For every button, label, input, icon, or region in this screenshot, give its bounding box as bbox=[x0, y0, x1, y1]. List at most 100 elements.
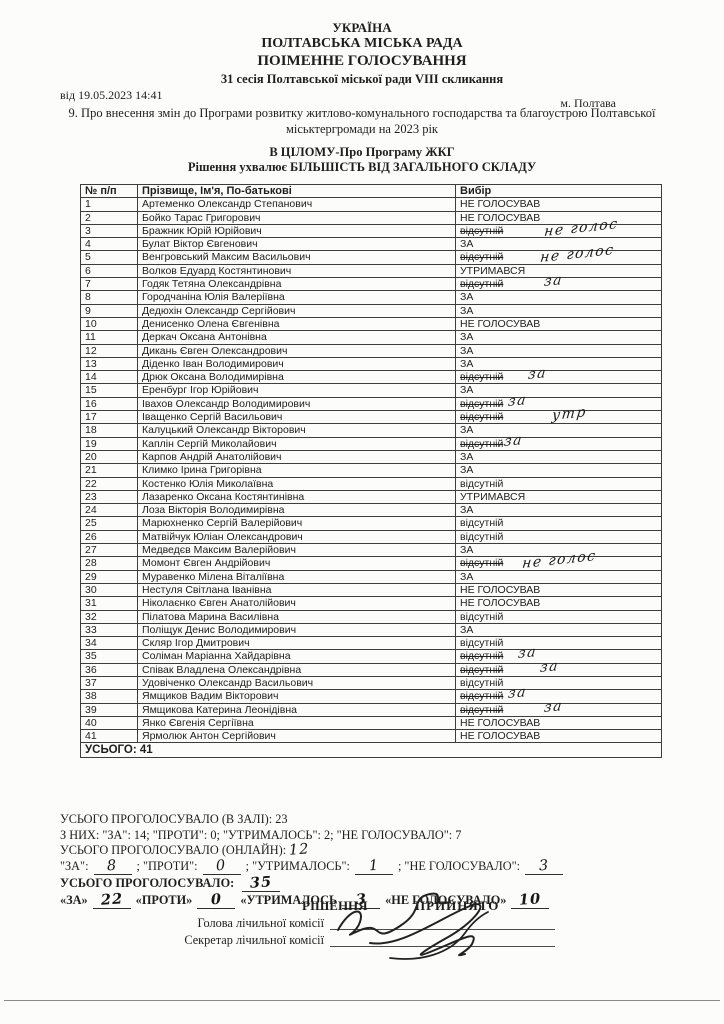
vote-value: відсутній bbox=[460, 663, 504, 676]
row-name: Пілатова Марина Василівна bbox=[137, 609, 456, 624]
table-row: 8 Городчаніна Юлія Валеріївна ЗА bbox=[80, 290, 662, 305]
row-name: Співак Владлена Олександрівна bbox=[137, 662, 456, 677]
row-name: Ніколаєнко Євген Анатолійович bbox=[137, 596, 456, 611]
row-name: Скляр Ігор Дмитрович bbox=[137, 636, 456, 651]
row-name: Івахов Олександр Володимирович bbox=[137, 396, 456, 412]
breakdown-label: «УТРИМАЛОСЬ bbox=[240, 892, 338, 907]
row-number: 35 bbox=[80, 649, 138, 664]
row-vote: НЕ ГОЛОСУВАВ bbox=[455, 596, 662, 611]
col-number-header: № п/п bbox=[80, 183, 138, 199]
decision-rule: Рішення ухвалює БІЛЬШІСТЬ ВІД ЗАГАЛЬНОГО… bbox=[187, 160, 537, 174]
vote-value: відсутній bbox=[460, 437, 504, 450]
grand-total-label: УСЬОГО ПРОГОЛОСУВАЛО: bbox=[60, 875, 235, 890]
table-row: 30 Нестуля Світлана Іванівна НЕ ГОЛОСУВАВ bbox=[80, 582, 662, 598]
row-number: 37 bbox=[80, 675, 138, 691]
table-row: 23 Лазаренко Оксана Костянтинівна УТРИМАВС… bbox=[80, 489, 662, 505]
table-row: 31 Ніколаєнко Євген Анатолійович НЕ ГОЛОСУ… bbox=[80, 596, 662, 611]
breakdown-label: «НЕ ГОЛОСУВАЛО» bbox=[385, 892, 507, 907]
row-number: 15 bbox=[80, 383, 138, 398]
row-number: 34 bbox=[80, 636, 138, 651]
vote-value: ЗА bbox=[460, 384, 474, 397]
row-vote: ЗА bbox=[455, 343, 662, 358]
vote-value: відсутній bbox=[460, 517, 504, 530]
signature-scribble bbox=[337, 892, 489, 960]
table-row: 14 Дрюк Оксана Володимирівна відсутній за bbox=[80, 365, 662, 385]
secretary-signature-label: Секретар лічильної комісії bbox=[184, 933, 324, 947]
breakdown-underline: 22 bbox=[92, 889, 131, 909]
handwritten-count: 0 bbox=[210, 890, 223, 908]
row-name: Еренбург Ігор Юрійович bbox=[137, 383, 456, 398]
row-vote: ЗА bbox=[455, 383, 662, 398]
row-number: 7 bbox=[80, 277, 138, 292]
table-row: 37 Удовіченко Олександр Васильович відсутн… bbox=[80, 675, 662, 691]
row-number: 26 bbox=[80, 529, 138, 545]
row-vote: відсутній за bbox=[455, 697, 662, 717]
vote-value: відсутній bbox=[460, 610, 504, 623]
handwritten-count: 22 bbox=[99, 889, 124, 909]
row-vote: відсутній не голос bbox=[455, 242, 662, 267]
total-hall-breakdown-line: З НИХ: "ЗА": 14; "ПРОТИ": 0; "УТРИМАЛОСЬ… bbox=[60, 827, 462, 842]
row-number: 2 bbox=[80, 210, 138, 225]
vote-value: ЗА bbox=[460, 357, 474, 370]
vote-value: ЗА bbox=[460, 331, 474, 344]
table-row: 32 Пілатова Марина Василівна відсутній bbox=[80, 609, 662, 624]
vote-value: НЕ ГОЛОСУВАВ bbox=[460, 730, 541, 743]
row-number: 21 bbox=[80, 463, 138, 478]
row-vote: НЕ ГОЛОСУВАВ bbox=[455, 316, 662, 332]
handwritten-grand-total: 35 bbox=[249, 873, 273, 892]
table-row: 7 Годяк Тетяна Олександрівна відсутній за bbox=[80, 272, 662, 292]
head-signature-row: Голова лічильної комісії bbox=[0, 916, 724, 933]
decision-status: ПРИЙНЯТО bbox=[415, 898, 500, 913]
vote-value: відсутній bbox=[460, 703, 504, 716]
council-title: ПОЛТАВСЬКА МІСЬКА РАДА bbox=[261, 36, 463, 51]
row-name: Матвійчук Юліан Олександрович bbox=[137, 529, 456, 545]
vote-value: УТРИМАВСЯ bbox=[460, 490, 526, 503]
row-number: 3 bbox=[80, 223, 138, 239]
row-number: 30 bbox=[80, 582, 138, 598]
row-number: 13 bbox=[80, 356, 138, 372]
row-number: 23 bbox=[80, 489, 138, 505]
breakdown-underline: 1 bbox=[354, 857, 393, 876]
grand-breakdown-line: «ЗА» 22 «ПРОТИ» 0 «УТРИМАЛОСЬ 3 «НЕ ГОЛОСУВАЛО… bbox=[60, 889, 680, 909]
country-title: УКРАЇНА bbox=[332, 20, 392, 35]
row-vote: відсутній за bbox=[455, 365, 662, 385]
row-vote: відсутній bbox=[455, 476, 662, 491]
row-vote: відсутній за bbox=[455, 432, 662, 451]
table-row: 35 Соліман Маріанна Хайдарівна відсутній за bbox=[80, 644, 662, 664]
table-row: 2 Бойко Тарас Григорович НЕ ГОЛОСУВАВ bbox=[80, 210, 662, 225]
row-vote: відсутній bbox=[455, 516, 662, 531]
handwritten-correction: за bbox=[507, 684, 528, 703]
row-number: 27 bbox=[80, 543, 138, 558]
vote-value: НЕ ГОЛОСУВАВ bbox=[460, 198, 541, 211]
handwritten-count: 8 bbox=[106, 857, 119, 875]
row-vote: відсутній за bbox=[455, 658, 662, 677]
vote-value: ЗА bbox=[460, 238, 474, 251]
col-name-header: Прізвище, Ім'я, По-батькові bbox=[137, 183, 456, 199]
row-number: 4 bbox=[80, 237, 138, 252]
row-vote: ЗА bbox=[455, 503, 662, 518]
breakdown-underline: 0 bbox=[202, 858, 241, 876]
row-vote: ЗА bbox=[455, 330, 662, 345]
row-number: 14 bbox=[80, 370, 138, 385]
row-vote: НЕ ГОЛОСУВАВ bbox=[455, 715, 662, 731]
handwritten-online-total: 12 bbox=[288, 841, 311, 860]
row-name: Муравенко Мілена Віталіївна bbox=[137, 569, 456, 584]
table-row: 13 Діденко Іван Володимирович ЗА bbox=[80, 356, 662, 372]
row-name: Карпов Андрій Анатолійович bbox=[137, 449, 456, 465]
row-vote: УТРИМАВСЯ bbox=[455, 489, 662, 505]
handwritten-count: 1 bbox=[368, 857, 380, 875]
table-row: 12 Дикань Євген Олександрович ЗА bbox=[80, 343, 662, 358]
table-total-label: УСЬОГО: 41 bbox=[80, 742, 662, 759]
handwritten-correction: утр bbox=[551, 404, 588, 425]
row-name: Момонт Євген Андрійович bbox=[137, 556, 456, 571]
table-row: 36 Співак Владлена Олександрівна відсутній… bbox=[80, 658, 662, 677]
scan-edge-line bbox=[4, 1000, 720, 1001]
row-number: 39 bbox=[80, 702, 138, 717]
row-name: Ярмолюк Антон Сергійович bbox=[137, 729, 456, 744]
row-number: 11 bbox=[80, 330, 138, 345]
row-vote: ЗА bbox=[455, 622, 662, 638]
vote-value: НЕ ГОЛОСУВАВ bbox=[460, 317, 541, 330]
row-vote: ЗА bbox=[455, 449, 662, 465]
vote-value: відсутній bbox=[460, 278, 504, 291]
doc-type-title: ПОІМЕННЕ ГОЛОСУВАННЯ bbox=[257, 53, 467, 69]
